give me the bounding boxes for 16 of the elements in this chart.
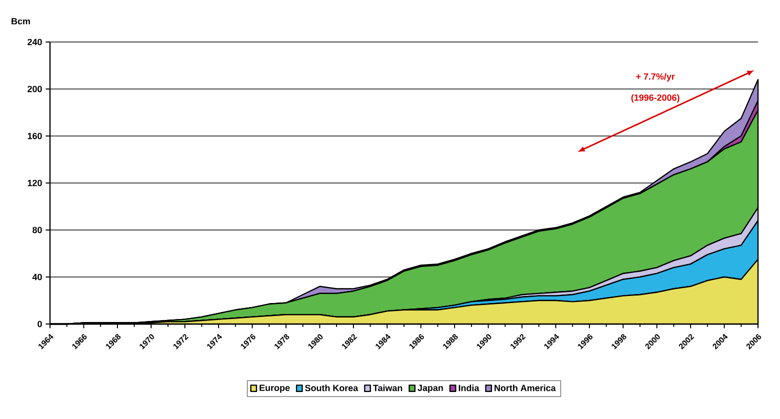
y-tick-label: 240 [28,38,42,46]
legend-label: India [458,384,480,392]
annotation: (1996-2006) [631,94,680,103]
legend-label: Japan [418,384,443,393]
annotation: + 7.7%/yr [636,73,675,82]
y-tick-label: 200 [28,86,42,92]
y-tick-label: 40 [32,274,42,280]
legend-label: Europe [260,384,290,393]
y-tick-label: 0 [38,320,42,328]
y-axis-title: Bcm [12,18,30,24]
legend-label: Taiwan [373,384,402,392]
y-tick-label: 80 [32,226,42,234]
legend-label: South Korea [305,384,358,392]
legend-label: North America [494,384,556,392]
y-tick-label: 160 [28,132,42,140]
y-tick-label: 120 [28,180,42,186]
